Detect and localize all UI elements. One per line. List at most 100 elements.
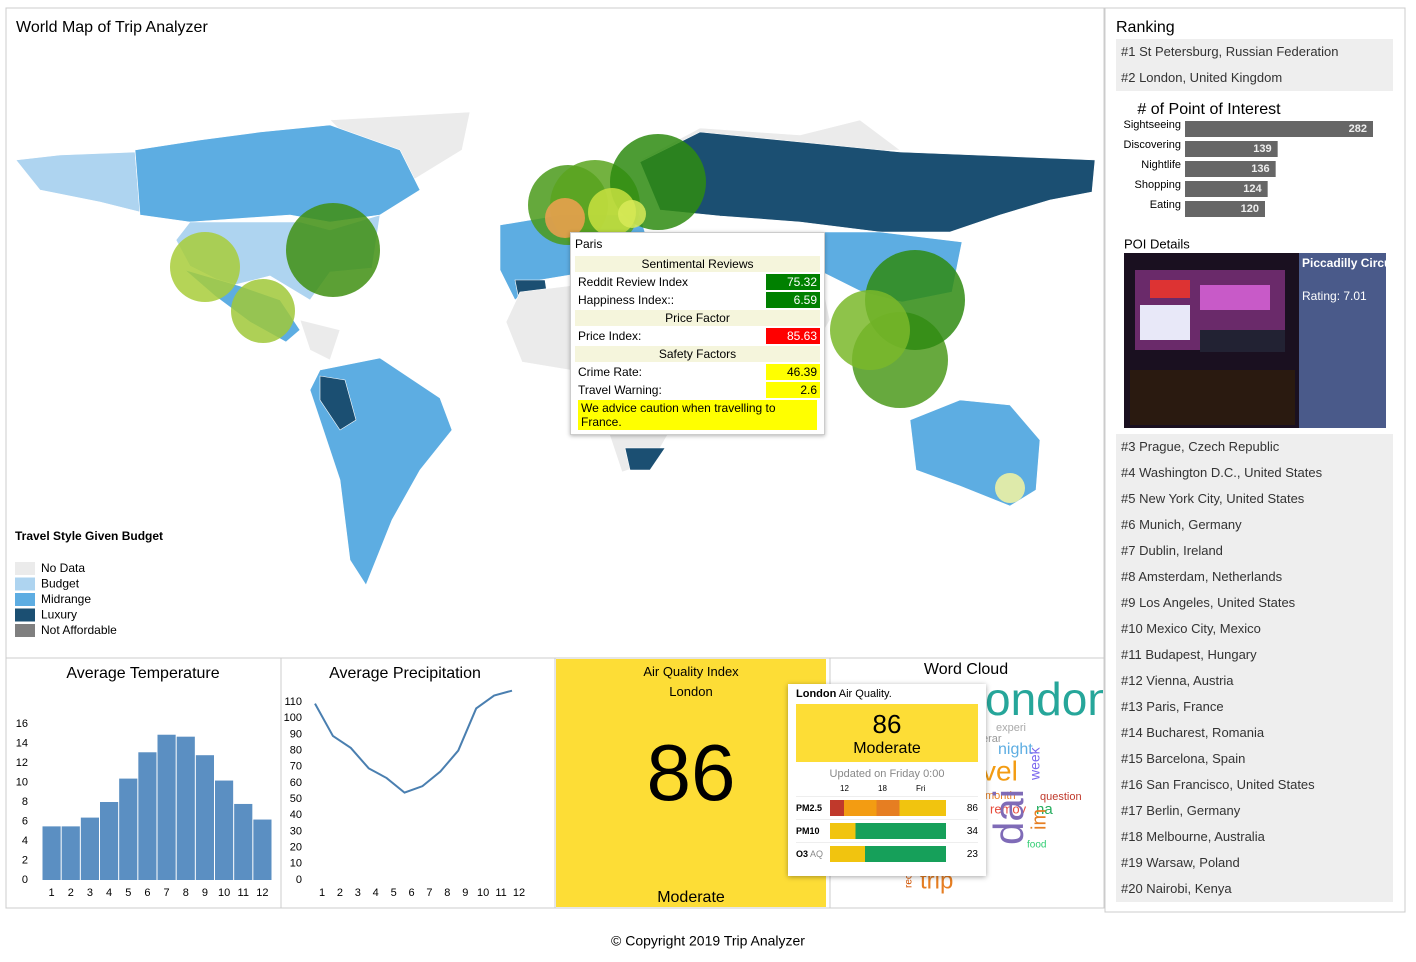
country (134, 124, 421, 223)
row-label: Travel Warning: (578, 383, 662, 397)
photo-sign (1140, 305, 1190, 340)
ranking-rest: #3 Prague, Czech Republic #4 Washington D… (1116, 434, 1393, 902)
value-label: 136 (1251, 163, 1269, 175)
legend-label: Midrange (41, 592, 91, 606)
ranking-item: #15 Barcelona, Spain (1121, 751, 1246, 766)
ranking-item: #3 Prague, Czech Republic (1121, 439, 1280, 454)
cloud-word: experi (996, 722, 1026, 734)
photo-sign (1150, 280, 1190, 298)
bar (215, 780, 234, 880)
country (319, 375, 357, 431)
x-tick-label: 9 (462, 887, 468, 899)
bar-label: Discovering (1124, 139, 1181, 151)
x-tick-label: 12 (256, 887, 268, 899)
bar (61, 826, 80, 880)
ranking-item: #2 London, United Kingdom (1121, 70, 1283, 85)
aqt-history (830, 823, 946, 839)
city-bubble (170, 232, 240, 302)
map-tooltip: Paris Sentimental Reviews Reddit Review In… (570, 232, 825, 435)
cloud-word: erar (982, 733, 1002, 745)
cloud-word: dai (985, 789, 1032, 845)
y-tick-label: 30 (290, 825, 302, 837)
aqt-row: PM10 34 (796, 819, 978, 842)
city-bubble (618, 200, 646, 228)
aqt-pollutant: PM2.5 (796, 803, 830, 813)
ranking-panel (1104, 7, 1406, 913)
y-tick-label: 4 (22, 835, 28, 847)
row-value: 2.6 (766, 382, 820, 398)
city-bubble (995, 473, 1025, 503)
city-bubble (286, 203, 380, 297)
section-title: Safety Factors (575, 346, 820, 362)
aqt-row-value: 34 (966, 825, 978, 837)
cloud-word: month (985, 790, 1016, 802)
country (624, 447, 666, 471)
legend-label: Budget (41, 577, 80, 591)
chart-title: Average Temperature (66, 665, 219, 682)
ranking-item: #19 Warsaw, Poland (1121, 855, 1240, 870)
aqt-row-value: 86 (966, 802, 978, 814)
ranking-item: #13 Paris, France (1121, 699, 1224, 714)
cloud-word: na (1036, 801, 1053, 818)
bar (1185, 121, 1373, 137)
tooltip-row: Crime Rate: 46.39 (575, 364, 820, 380)
aqt-pollutant: PM10 (796, 826, 830, 836)
x-tick-label: 2 (337, 887, 343, 899)
y-tick-label: 10 (16, 776, 28, 788)
x-tick-label: 4 (106, 887, 112, 899)
bar (195, 755, 214, 880)
x-tick-label: 11 (238, 887, 249, 899)
bar (119, 778, 138, 880)
city-bubble (545, 198, 585, 238)
photo-street (1130, 370, 1295, 425)
cloud-word: question (1040, 791, 1082, 803)
legend-label: No Data (41, 561, 85, 575)
aqt-row: O3 AQ 23 (796, 842, 978, 865)
x-tick-label: 8 (444, 887, 450, 899)
poi-details-title: POI Details (1124, 236, 1190, 251)
y-tick-label: 80 (290, 744, 302, 756)
y-tick-label: 12 (16, 757, 28, 769)
country (15, 151, 141, 213)
value-label: 120 (1241, 203, 1259, 215)
ranking-title: Ranking (1116, 19, 1175, 36)
world-map: Travel Style Given Budget No Data BudgetMi… (15, 111, 1096, 637)
legend-swatch (15, 624, 35, 637)
ranking-item: #6 Munich, Germany (1121, 517, 1242, 532)
ranking-item: #9 Los Angeles, United States (1121, 595, 1296, 610)
y-tick-label: 2 (22, 854, 28, 866)
aqt-suffix: Air Quality. (838, 688, 892, 700)
aqt-pollutant-name: PM10 (796, 826, 820, 836)
value-label: 124 (1243, 183, 1262, 195)
tooltip-row: Travel Warning: 2.6 (575, 382, 820, 398)
bar-label: Eating (1150, 199, 1181, 211)
ranking-item: #7 Dublin, Ireland (1121, 543, 1223, 558)
x-tick-label: 6 (408, 887, 414, 899)
row-label: Crime Rate: (578, 365, 643, 379)
precip-panel (280, 657, 556, 909)
tooltip-table: Sentimental Reviews Reddit Review Index 75… (575, 254, 820, 400)
aqt-axis-label: 18 (878, 784, 887, 793)
x-tick-label: 6 (144, 887, 150, 899)
x-tick-label: 7 (164, 887, 170, 899)
cloud-word: reco (904, 868, 915, 888)
city-bubble (231, 279, 295, 343)
aqi-tooltip: London Air Quality. 86 Moderate Updated … (788, 684, 986, 876)
bar (253, 819, 272, 880)
x-tick-label: 4 (373, 887, 379, 899)
y-tick-label: 40 (290, 809, 302, 821)
tooltip-section: Safety Factors (575, 346, 820, 362)
y-tick-label: 10 (290, 858, 302, 870)
x-tick-label: 10 (477, 887, 489, 899)
cloud-word: im (1028, 809, 1050, 830)
aqt-pollutant-name: PM2.5 (796, 803, 823, 813)
x-tick-label: 3 (355, 887, 361, 899)
bar (176, 736, 195, 880)
tooltip-row: Price Index: 85.63 (575, 328, 820, 344)
row-label: Happiness Index:: (578, 293, 675, 307)
wordcloud-title: Word Cloud (924, 661, 1008, 678)
row-value: 85.63 (766, 328, 820, 344)
line (314, 689, 513, 794)
bar (157, 734, 176, 880)
bar (138, 752, 157, 880)
